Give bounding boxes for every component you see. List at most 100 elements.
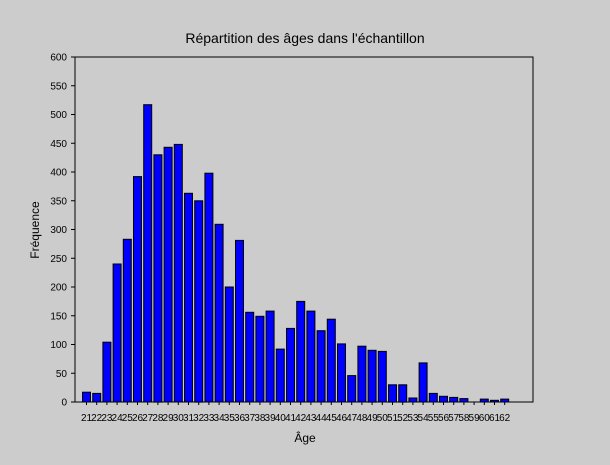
- x-tick-label: 59: [469, 413, 481, 424]
- x-tick-label: 26: [132, 413, 144, 424]
- bar-43: [306, 310, 316, 403]
- x-tick-label: 33: [203, 413, 215, 424]
- bar-51: [388, 384, 397, 403]
- bar-32: [194, 200, 204, 403]
- bar-49: [367, 349, 377, 403]
- bar-22: [92, 392, 102, 403]
- bar-61: [490, 399, 499, 403]
- bar-26: [133, 176, 142, 403]
- x-tick-label: 27: [142, 413, 154, 424]
- bar-24: [112, 263, 122, 403]
- y-tick-label: 150: [50, 311, 67, 322]
- x-tick-label: 39: [265, 413, 277, 424]
- y-tick-label: 50: [56, 369, 68, 380]
- x-tick-label: 56: [438, 413, 450, 424]
- x-tick-label: 45: [326, 413, 338, 424]
- x-tick-label: 61: [489, 413, 501, 424]
- bar-36: [235, 239, 244, 403]
- y-tick-label: 600: [50, 53, 67, 64]
- x-tick-label: 53: [407, 413, 419, 424]
- y-tick-label: 200: [50, 283, 67, 294]
- x-tick-label: 42: [295, 413, 307, 424]
- bar-46: [337, 343, 346, 403]
- bar-42: [296, 300, 306, 403]
- x-tick-label: 38: [254, 413, 266, 424]
- bar-29: [163, 146, 173, 403]
- bar-54: [418, 362, 428, 403]
- bar-50: [377, 350, 387, 403]
- bar-35: [224, 286, 234, 403]
- y-tick-label: 100: [50, 340, 67, 351]
- bar-38: [255, 315, 265, 403]
- x-tick-label: 34: [214, 413, 226, 424]
- x-tick-label: 51: [387, 413, 399, 424]
- bar-37: [245, 311, 255, 403]
- x-axis: 21 22 23 24 25 26 27 28 29 30 31 32 33 34 35 36 37 38 39 40…: [81, 402, 511, 424]
- x-tick-label: 28: [152, 413, 164, 424]
- x-tick-label: 32: [193, 413, 205, 424]
- x-tick-label: 22: [91, 413, 103, 424]
- x-tick-label: 47: [346, 413, 358, 424]
- x-tick-label: 43: [305, 413, 317, 424]
- x-tick-label: 60: [479, 413, 491, 424]
- x-tick-label: 40: [275, 413, 287, 424]
- bar-52: [398, 384, 408, 403]
- x-tick-label: 46: [336, 413, 348, 424]
- x-tick-label: 49: [367, 413, 379, 424]
- y-tick-label: 250: [50, 254, 67, 265]
- x-tick-label: 23: [101, 413, 113, 424]
- bar-45: [326, 318, 336, 403]
- y-tick-label: 300: [50, 225, 67, 236]
- x-tick-label: 54: [418, 413, 430, 424]
- bar-62: [500, 398, 510, 403]
- bar-31: [184, 192, 193, 403]
- bar-40: [275, 348, 285, 403]
- y-axis: 0 50 100 150 200 250 300 350 400 450 500 550 600: [50, 53, 75, 409]
- bar-55: [428, 392, 438, 403]
- x-tick-label: 37: [244, 413, 256, 424]
- bar-33: [204, 172, 214, 403]
- bar-57: [449, 396, 459, 403]
- x-tick-label: 58: [458, 413, 470, 424]
- x-tick-label: 62: [499, 413, 511, 424]
- x-tick-label: 30: [173, 413, 185, 424]
- bar-34: [214, 223, 224, 403]
- bars: [82, 104, 510, 403]
- bar-48: [357, 345, 367, 403]
- x-tick-label: 21: [81, 413, 93, 424]
- x-tick-label: 24: [112, 413, 124, 424]
- y-tick-label: 450: [50, 139, 67, 150]
- x-tick-label: 31: [183, 413, 195, 424]
- y-tick-label: 400: [50, 168, 67, 179]
- bar-53: [408, 397, 418, 403]
- chart-title: Répartition des âges dans l'échantillon: [185, 30, 424, 46]
- x-tick-label: 35: [224, 413, 236, 424]
- bar-27: [143, 104, 153, 403]
- bar-60: [479, 398, 489, 403]
- bar-58: [459, 398, 469, 403]
- x-tick-label: 57: [448, 413, 460, 424]
- bar-28: [153, 154, 163, 403]
- bar-44: [316, 330, 326, 403]
- x-tick-label: 29: [163, 413, 175, 424]
- x-tick-label: 50: [377, 413, 389, 424]
- bar-25: [122, 238, 132, 403]
- bar-56: [439, 395, 448, 403]
- x-tick-label: 55: [428, 413, 440, 424]
- bar-39: [265, 310, 275, 403]
- bar-41: [286, 327, 295, 403]
- y-axis-label: Fréquence: [28, 201, 42, 259]
- x-tick-label: 48: [356, 413, 368, 424]
- x-tick-label: 44: [316, 413, 328, 424]
- y-tick-label: 550: [50, 81, 67, 92]
- x-tick-label: 36: [234, 413, 246, 424]
- y-tick-label: 500: [50, 110, 67, 121]
- x-tick-label: 41: [285, 413, 297, 424]
- x-tick-label: 52: [397, 413, 409, 424]
- bar-47: [347, 375, 357, 403]
- bar-21: [82, 391, 91, 403]
- y-tick-label: 0: [61, 398, 67, 409]
- bar-30: [173, 143, 183, 403]
